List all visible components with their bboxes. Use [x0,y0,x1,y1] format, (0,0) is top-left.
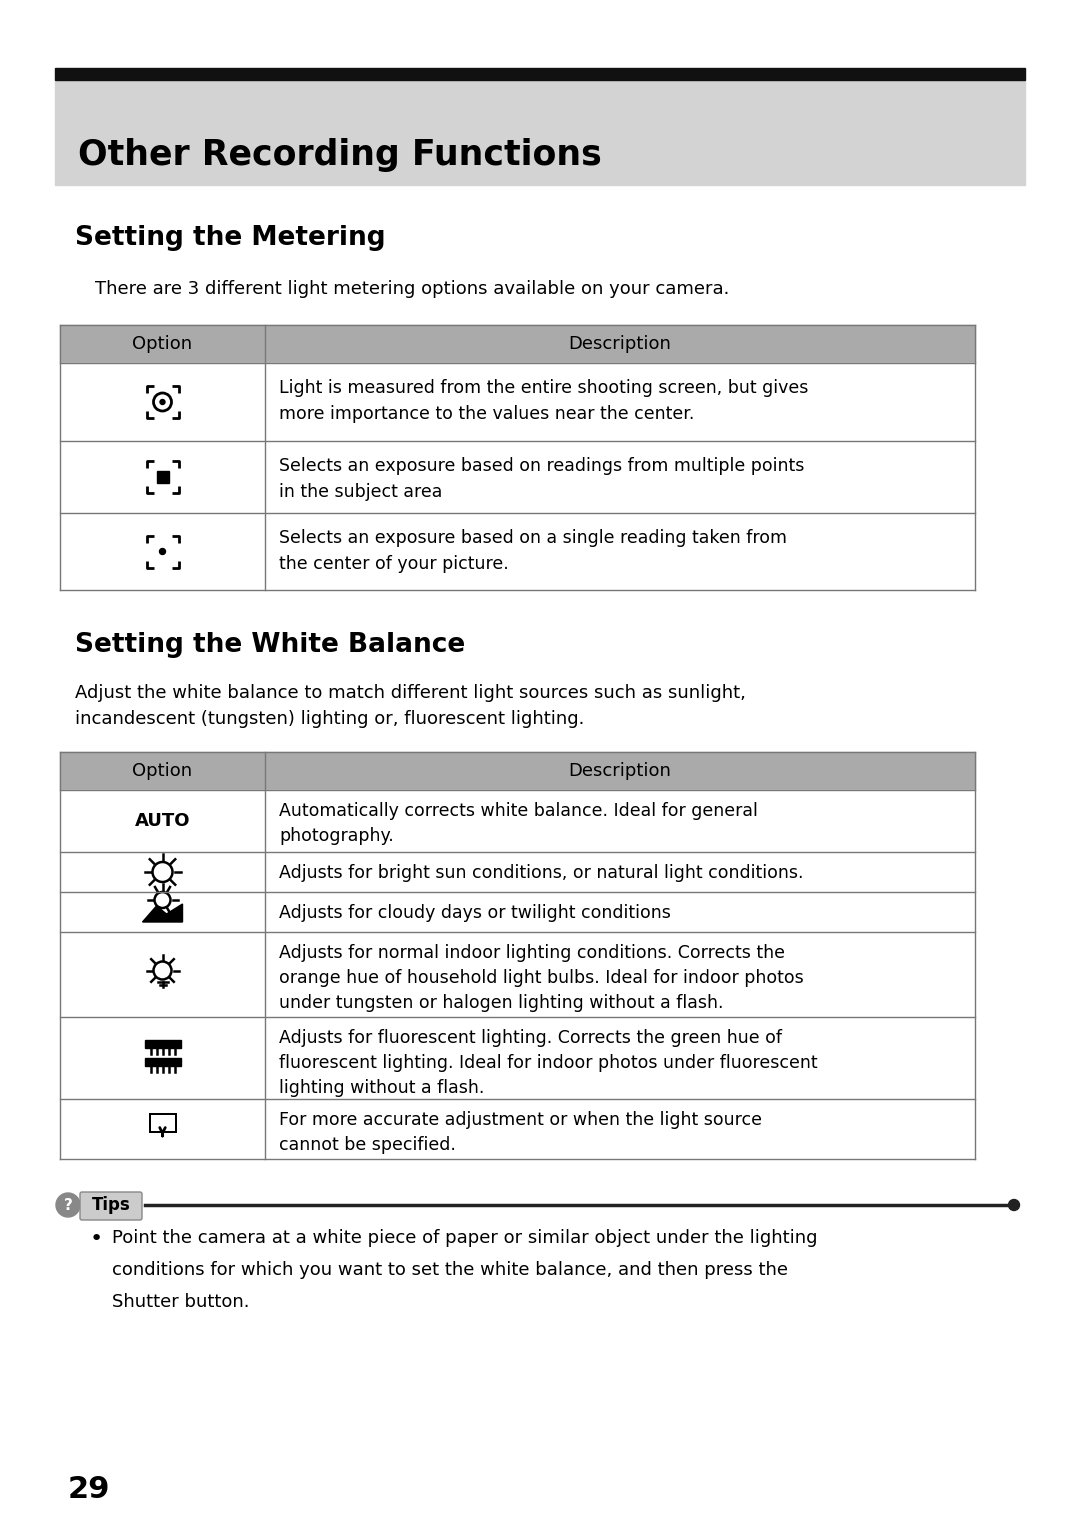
Bar [60,892,975,931]
Bar [60,441,975,513]
Text: For more accurate adjustment or when the light source: For more accurate adjustment or when the… [279,1112,762,1128]
Text: Adjusts for cloudy days or twilight conditions: Adjusts for cloudy days or twilight cond… [279,904,671,922]
Bar [60,1099,975,1159]
Bar [145,1058,180,1066]
Text: under tungsten or halogen lighting without a flash.: under tungsten or halogen lighting witho… [279,994,724,1012]
Text: Option: Option [133,762,192,780]
Text: Tips: Tips [92,1196,131,1214]
Bar [55,69,1025,79]
Text: in the subject area: in the subject area [279,483,443,501]
Bar [60,852,975,892]
Text: •: • [90,1229,104,1249]
Circle shape [56,1193,80,1217]
Text: Adjusts for fluorescent lighting. Corrects the green hue of: Adjusts for fluorescent lighting. Correc… [279,1029,782,1048]
Text: Other Recording Functions: Other Recording Functions [78,137,602,173]
Text: photography.: photography. [279,828,394,844]
Circle shape [160,548,165,554]
Bar [157,470,168,483]
Text: Shutter button.: Shutter button. [112,1293,249,1312]
Text: fluorescent lighting. Ideal for indoor photos under fluorescent: fluorescent lighting. Ideal for indoor p… [279,1054,818,1072]
Bar [60,931,975,1017]
Text: Selects an exposure based on a single reading taken from: Selects an exposure based on a single re… [279,528,787,547]
Bar [60,325,975,363]
Text: Setting the White Balance: Setting the White Balance [75,632,465,658]
Circle shape [1009,1200,1020,1211]
Text: Point the camera at a white piece of paper or similar object under the lighting: Point the camera at a white piece of pap… [112,1229,818,1248]
Text: lighting without a flash.: lighting without a flash. [279,1080,484,1096]
Text: 29: 29 [68,1475,110,1504]
Text: incandescent (tungsten) lighting or, fluorescent lighting.: incandescent (tungsten) lighting or, flu… [75,710,584,728]
Text: Selects an exposure based on readings from multiple points: Selects an exposure based on readings fr… [279,457,805,475]
Bar [150,1115,175,1132]
Bar [149,1113,176,1133]
Text: Description: Description [568,334,672,353]
Text: AUTO: AUTO [135,812,190,831]
Circle shape [160,400,165,405]
Bar [60,789,975,852]
FancyBboxPatch shape [80,1193,141,1220]
Text: There are 3 different light metering options available on your camera.: There are 3 different light metering opt… [95,279,729,298]
Text: Adjusts for bright sun conditions, or natural light conditions.: Adjusts for bright sun conditions, or na… [279,864,804,883]
Bar [55,79,1025,185]
Text: orange hue of household light bulbs. Ideal for indoor photos: orange hue of household light bulbs. Ide… [279,970,804,986]
Bar [145,1040,180,1048]
Text: Adjusts for normal indoor lighting conditions. Corrects the: Adjusts for normal indoor lighting condi… [279,944,785,962]
Text: the center of your picture.: the center of your picture. [279,554,509,573]
Text: cannot be specified.: cannot be specified. [279,1136,456,1154]
Bar [60,751,975,789]
Text: Adjust the white balance to match different light sources such as sunlight,: Adjust the white balance to match differ… [75,684,746,702]
Text: conditions for which you want to set the white balance, and then press the: conditions for which you want to set the… [112,1261,788,1280]
Text: Option: Option [133,334,192,353]
Bar [60,363,975,441]
Text: Automatically corrects white balance. Ideal for general: Automatically corrects white balance. Id… [279,802,758,820]
Text: Setting the Metering: Setting the Metering [75,224,386,250]
Bar [60,513,975,589]
Text: Light is measured from the entire shooting screen, but gives: Light is measured from the entire shooti… [279,379,808,397]
Bar [60,1017,975,1099]
Polygon shape [143,904,183,922]
Text: ?: ? [64,1197,72,1212]
Text: Description: Description [568,762,672,780]
Text: more importance to the values near the center.: more importance to the values near the c… [279,405,694,423]
